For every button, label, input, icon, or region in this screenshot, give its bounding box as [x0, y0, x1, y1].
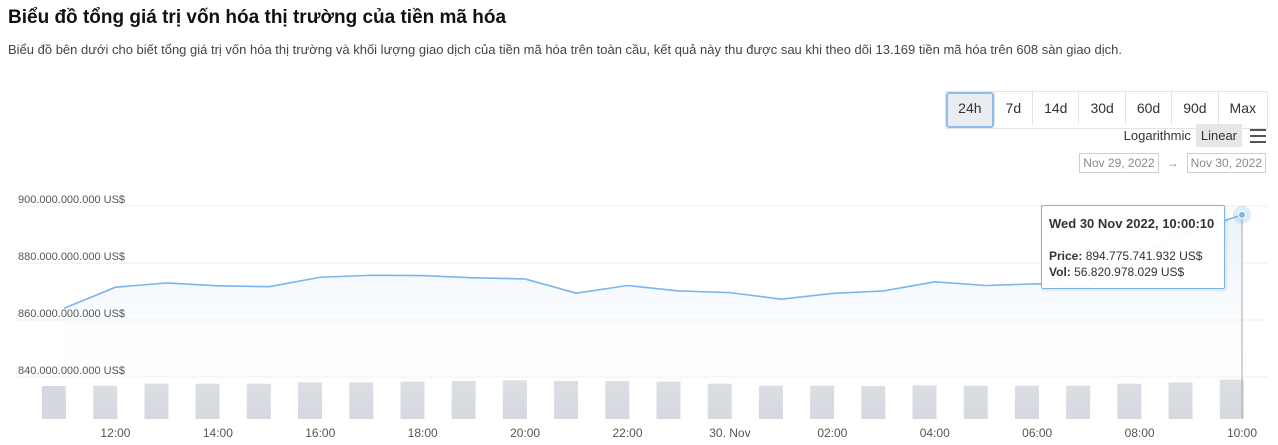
date-range: Nov 29, 2022 → Nov 30, 2022 [1079, 153, 1266, 173]
range-7d-button[interactable]: 7d [993, 92, 1033, 124]
y-tick-label: 840.000.000.000 US$ [18, 365, 125, 377]
x-tick-label: 10:00 [1227, 426, 1257, 440]
x-tick-label: 08:00 [1125, 426, 1155, 440]
page-subtitle: Biểu đồ bên dưới cho biết tổng giá trị v… [8, 42, 1122, 57]
hover-cursor [1233, 205, 1251, 418]
page-title: Biểu đồ tổng giá trị vốn hóa thị trường … [8, 7, 507, 28]
hover-point [1238, 210, 1246, 219]
volume-bar [42, 386, 66, 419]
range-90d-button[interactable]: 90d [1171, 92, 1218, 124]
range-selector: 24h 7d 14d 30d 60d 90d Max [945, 91, 1268, 129]
tooltip-vol-row: Vol: 56.820.978.029 US$ [1049, 265, 1184, 279]
area-fill [64, 214, 1243, 418]
x-tick-label: 30. Nov [709, 426, 750, 440]
x-axis-labels: 12:00 14:00 16:00 18:00 20:00 22:00 30. Nov 02:… [100, 426, 1257, 440]
range-24h-button[interactable]: 24h [946, 92, 994, 128]
x-tick-label: 14:00 [203, 426, 233, 440]
logarithmic-scale-button[interactable]: Logarithmic [1123, 128, 1191, 143]
range-30d-button[interactable]: 30d [1078, 92, 1125, 124]
tooltip-date: Wed 30 Nov 2022, 10:00:10 [1049, 216, 1215, 231]
y-axis-labels: 900.000.000.000 US$ 880.000.000.000 US$ 86… [18, 194, 125, 377]
arrow-right-icon: → [1166, 156, 1179, 170]
chart-tooltip: Wed 30 Nov 2022, 10:00:10 Price: 894.775… [1041, 205, 1225, 289]
y-tick-label: 860.000.000.000 US$ [18, 308, 125, 320]
range-14d-button[interactable]: 14d [1032, 92, 1079, 124]
tooltip-price-value: 894.775.741.932 US$ [1085, 249, 1203, 263]
date-to-input[interactable]: Nov 30, 2022 [1186, 153, 1266, 173]
x-tick-label: 18:00 [408, 426, 438, 440]
y-tick-label: 900.000.000.000 US$ [18, 194, 125, 206]
tooltip-price-row: Price: 894.775.741.932 US$ [1049, 249, 1202, 263]
x-tick-label: 02:00 [817, 426, 847, 440]
x-tick-label: 04:00 [920, 426, 950, 440]
x-tick-label: 12:00 [100, 426, 130, 440]
hamburger-menu-icon[interactable] [1250, 128, 1266, 143]
area-path [64, 214, 1243, 418]
tooltip-price-label: Price: [1049, 249, 1083, 263]
date-from-input[interactable]: Nov 29, 2022 [1079, 153, 1159, 173]
tooltip-vol-value: 56.820.978.029 US$ [1074, 265, 1185, 279]
y-tick-label: 880.000.000.000 US$ [18, 251, 125, 263]
range-60d-button[interactable]: 60d [1124, 92, 1172, 124]
range-max-button[interactable]: Max [1217, 92, 1267, 124]
x-tick-label: 16:00 [305, 426, 335, 440]
tooltip-vol-label: Vol: [1049, 265, 1071, 279]
x-tick-label: 22:00 [613, 426, 643, 440]
x-tick-label: 20:00 [510, 426, 540, 440]
linear-scale-button[interactable]: Linear [1195, 124, 1242, 147]
x-tick-label: 06:00 [1022, 426, 1052, 440]
scale-selector: Logarithmic Linear [1119, 124, 1266, 147]
